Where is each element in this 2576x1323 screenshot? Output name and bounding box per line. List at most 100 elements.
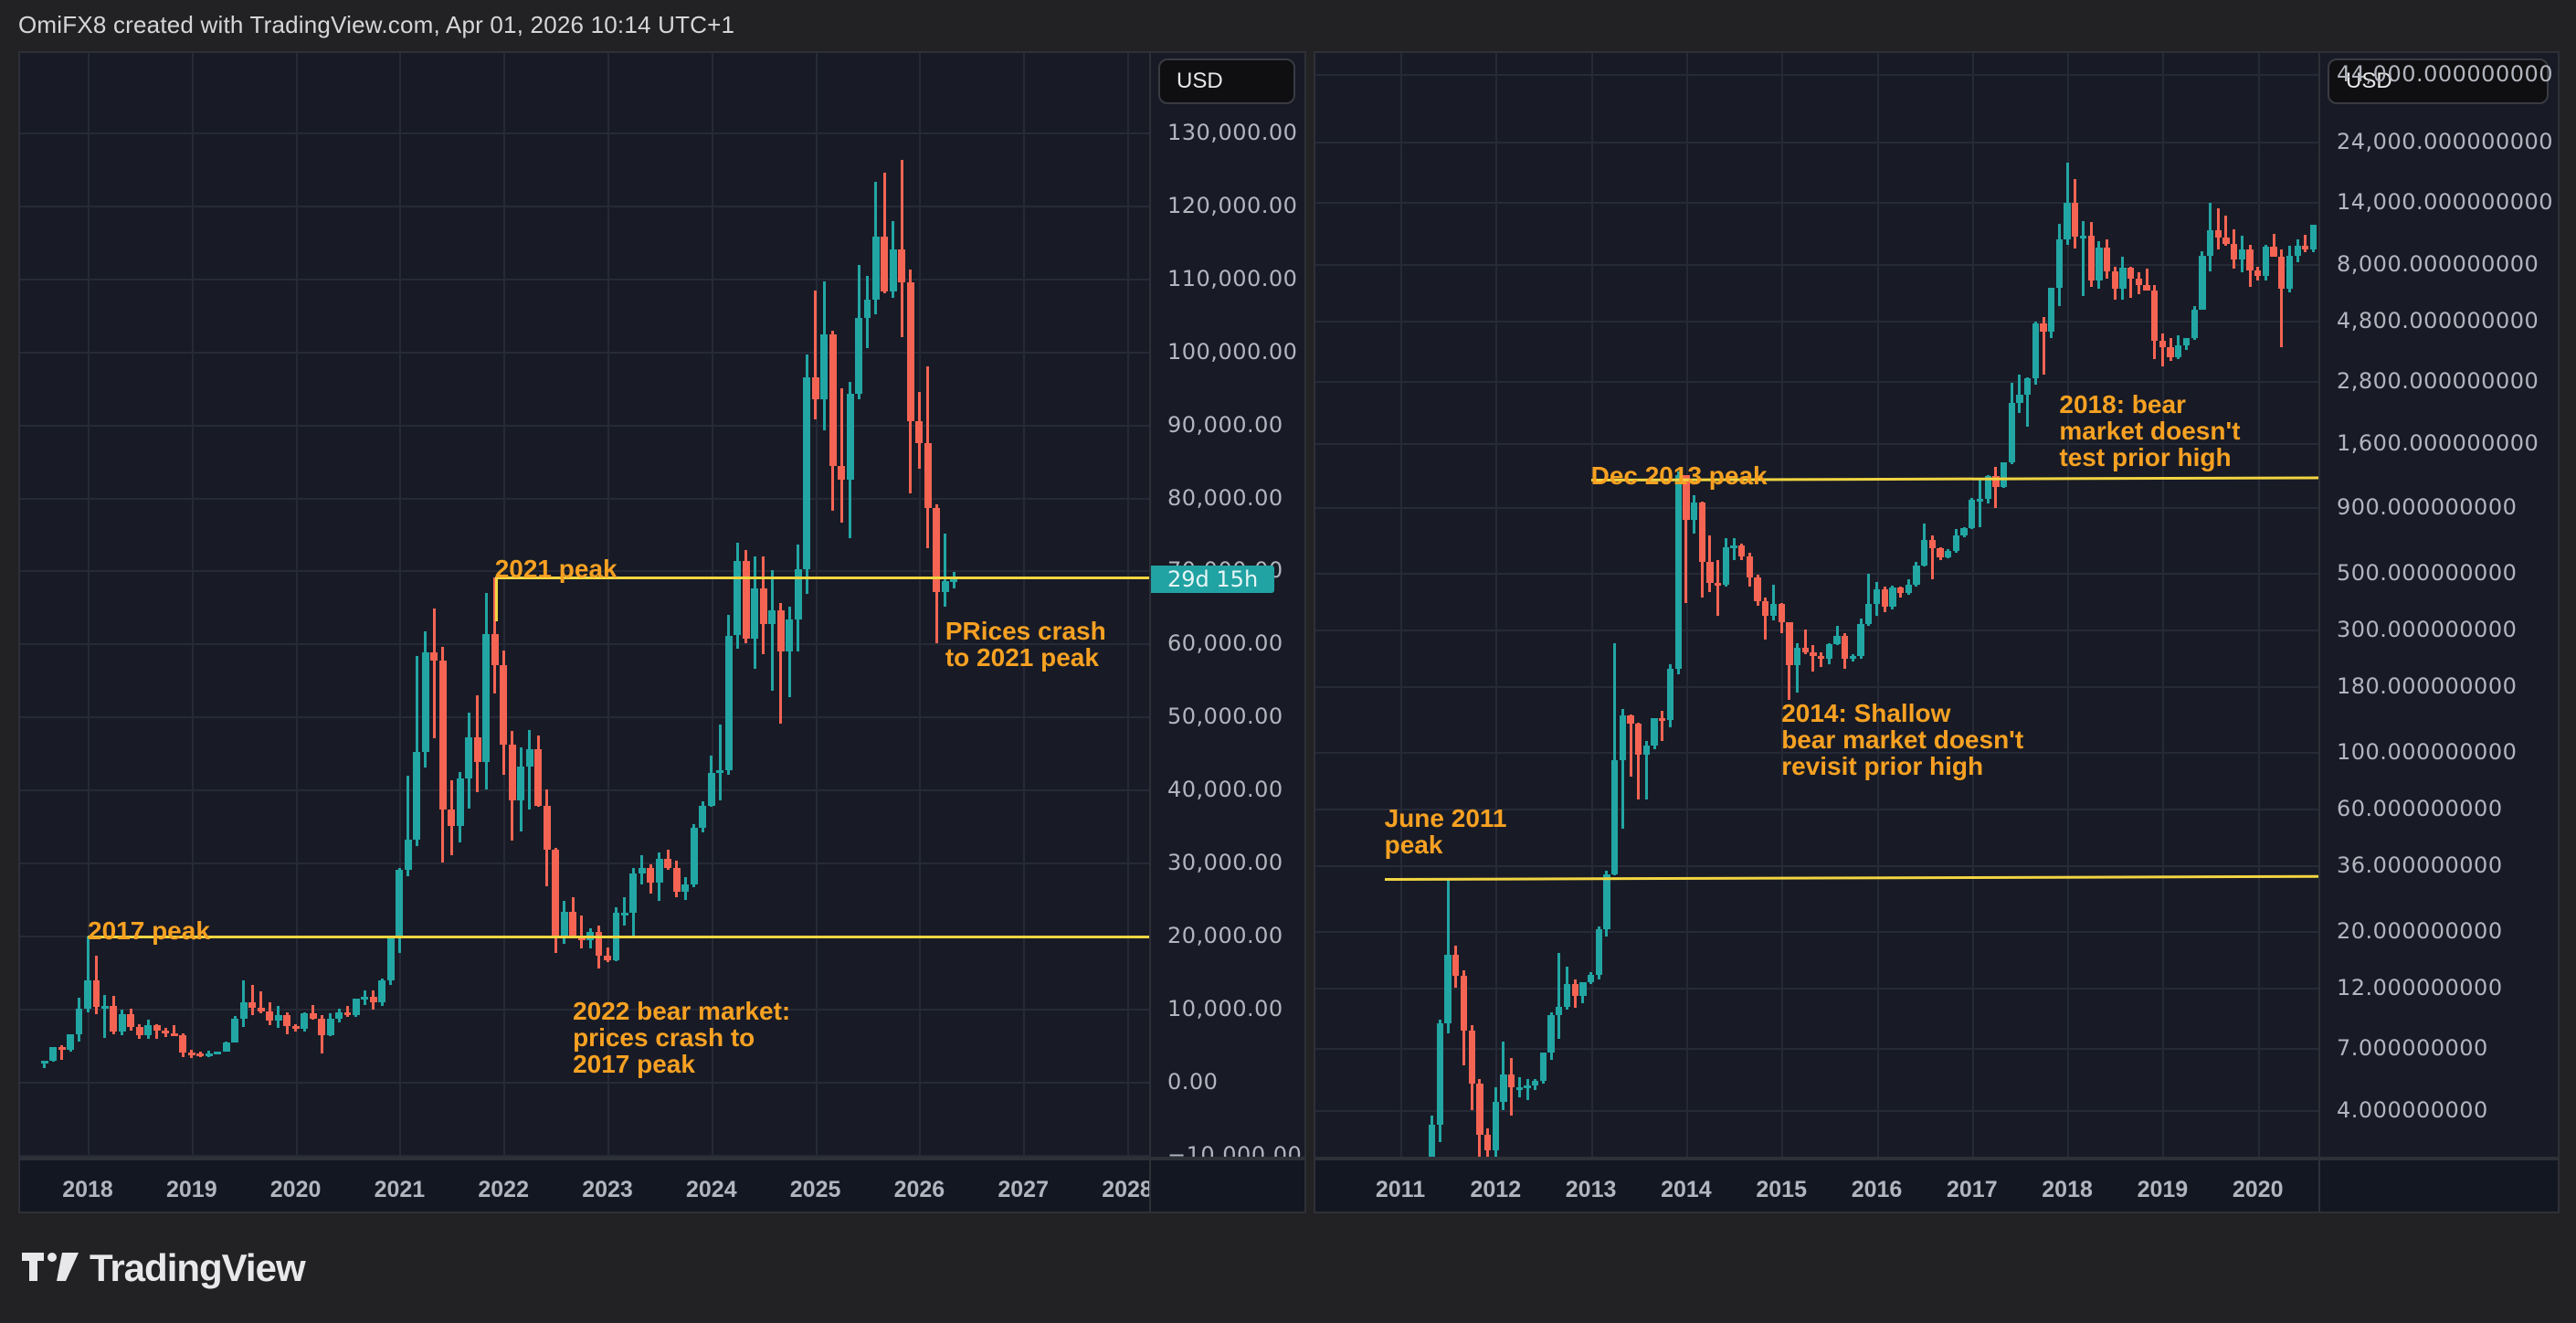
candle-wick	[814, 291, 818, 419]
candle-wick	[1820, 651, 1823, 667]
currency-label[interactable]: USD	[1158, 58, 1295, 104]
chart-panel-linear[interactable]: 2017 peak 2021 peak 2022 bear market: pric…	[18, 51, 1306, 1213]
time-tick-label: 2019	[165, 1177, 217, 1202]
candle-body	[1492, 1102, 1499, 1150]
candle-body	[413, 751, 421, 841]
level-line[interactable]	[494, 577, 1149, 580]
candle-body	[586, 931, 594, 940]
candle-body	[205, 1053, 213, 1057]
candle-body	[525, 749, 533, 767]
price-axis-linear[interactable]: USD 130,000.00 120,000.00 110,000.00 100,00…	[1149, 53, 1304, 1168]
grid-line-h	[20, 497, 1149, 500]
grid-line-v	[2067, 53, 2070, 1160]
candle-body	[1984, 476, 1991, 499]
chart-annotation[interactable]: June 2011 peak	[1384, 804, 1507, 860]
chart-annotation[interactable]: 2014: Shallow bear market doesn't revisi…	[1781, 698, 2024, 780]
time-tick-label: 2023	[582, 1177, 633, 1202]
candle-body	[1969, 500, 1976, 529]
candle-body	[1769, 603, 1778, 617]
grid-line-h	[1315, 865, 2318, 868]
candle-body	[664, 859, 672, 869]
chart-annotation[interactable]: 2017 peak	[88, 916, 210, 945]
grid-line-h	[20, 424, 1149, 427]
candle-body	[1468, 1030, 1475, 1084]
candle-body	[759, 588, 767, 624]
candle-body	[1444, 955, 1452, 1024]
grid-line-h	[1315, 686, 2318, 689]
price-tick-label: 130,000.00	[1167, 120, 1298, 145]
candle-body	[2096, 248, 2103, 280]
candle-wick	[2042, 316, 2045, 376]
time-axis-log[interactable]: 2011 2012 2013 2014 2015 2016 2017 2018 2019 2020	[1315, 1157, 2318, 1212]
candle-body	[2294, 245, 2301, 257]
candle-body	[2246, 249, 2254, 270]
candle-body	[1651, 718, 1658, 746]
price-tick-label: 900.000000000	[2337, 494, 2518, 521]
level-line[interactable]	[1384, 874, 2318, 881]
candle-body	[1960, 528, 1968, 535]
price-tick-label: 44,000.000000000	[2337, 61, 2554, 88]
candle-body	[620, 912, 628, 916]
grid-line-h	[1315, 263, 2318, 266]
candle-body	[110, 1006, 118, 1032]
candle-body	[1818, 656, 1825, 660]
candle-body	[1786, 622, 1793, 666]
candle-body	[2048, 288, 2055, 333]
candle-body	[560, 911, 568, 937]
time-tick-label: 2021	[374, 1177, 426, 1202]
tradingview-logo[interactable]: TradingView	[22, 1246, 306, 1290]
candle-body	[335, 1012, 343, 1019]
candle-body	[1992, 476, 2000, 487]
candle-body	[1571, 984, 1578, 996]
candle-body	[239, 1002, 248, 1019]
candle-body	[1754, 577, 1761, 601]
candle-body	[872, 237, 880, 300]
candle-wick	[415, 655, 418, 846]
candle-wick	[1994, 467, 1998, 509]
grid-line-h	[1315, 988, 2318, 990]
candle-body	[1873, 589, 1881, 605]
price-axis-log[interactable]: USD 44,000.000000000 24,000.000000000 14,0…	[2318, 53, 2558, 1160]
candle-wick	[1811, 645, 1815, 672]
candle-body	[1508, 1074, 1515, 1088]
plot-area-linear[interactable]: 2017 peak 2021 peak 2022 bear market: pric…	[20, 53, 1149, 1160]
candle-body	[179, 1035, 187, 1053]
candle-body	[543, 806, 551, 850]
plot-area-log[interactable]: June 2011 peak Dec 2013 peak 2014: Shallow…	[1315, 53, 2318, 1160]
candle-body	[1563, 984, 1571, 1008]
grid-line-v	[191, 53, 194, 1160]
candle-wick	[250, 985, 254, 1015]
currency-label[interactable]: USD	[2328, 58, 2549, 104]
candle-wick	[2129, 266, 2133, 298]
price-tick-label: 100.000000000	[2337, 738, 2518, 765]
candle-body	[326, 1018, 334, 1035]
candle-body	[49, 1047, 58, 1061]
grid-line-v	[1495, 53, 1498, 1160]
time-tick-label: 2013	[1565, 1177, 1617, 1202]
time-tick-label: 2014	[1661, 1177, 1712, 1202]
chart-annotation[interactable]: Dec 2013 peak	[1590, 460, 1768, 490]
candle-body	[2214, 230, 2222, 238]
candle-wick	[2224, 216, 2228, 247]
time-tick-label: 2018	[2042, 1177, 2093, 1202]
candle-body	[1793, 648, 1801, 666]
level-line[interactable]	[88, 936, 1149, 939]
candle-wick	[1629, 714, 1632, 778]
candle-body	[1500, 1074, 1507, 1103]
time-tick-label: 2018	[62, 1177, 113, 1202]
axis-corner	[1149, 1157, 1304, 1212]
candle-body	[1690, 503, 1698, 520]
price-tick-label: 1,600.000000000	[2337, 430, 2539, 456]
chart-annotation[interactable]: PRices crash to 2021 peak	[945, 617, 1106, 672]
chart-annotation[interactable]: 2022 bear market: prices crash to 2017 p…	[573, 996, 791, 1078]
time-axis-linear[interactable]: 2018 2019 2020 2021 2022 2023 2024 2025 2026 2027…	[20, 1157, 1153, 1212]
price-tick-label: 500.000000000	[2337, 559, 2518, 586]
candle-body	[811, 377, 819, 400]
chart-annotation[interactable]: 2021 peak	[494, 555, 618, 584]
grid-line-h	[20, 789, 1149, 792]
candle-body	[1778, 603, 1785, 623]
chart-annotation[interactable]: 2018: bear market doesn't test prior hig…	[2059, 390, 2241, 472]
candle-wick	[1621, 708, 1624, 830]
candle-body	[1587, 974, 1595, 983]
chart-panel-log[interactable]: June 2011 peak Dec 2013 peak 2014: Shallow…	[1314, 51, 2560, 1213]
